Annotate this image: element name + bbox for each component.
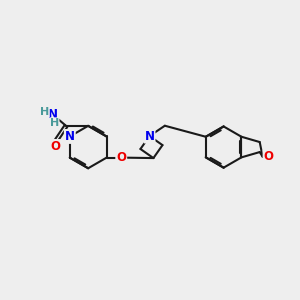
Text: H: H [50,118,59,128]
Text: O: O [50,140,60,153]
Text: N: N [145,130,154,142]
Text: O: O [116,151,126,164]
Text: O: O [263,150,274,163]
Text: H: H [40,107,49,117]
Text: N: N [48,108,58,121]
Text: N: N [65,130,75,143]
